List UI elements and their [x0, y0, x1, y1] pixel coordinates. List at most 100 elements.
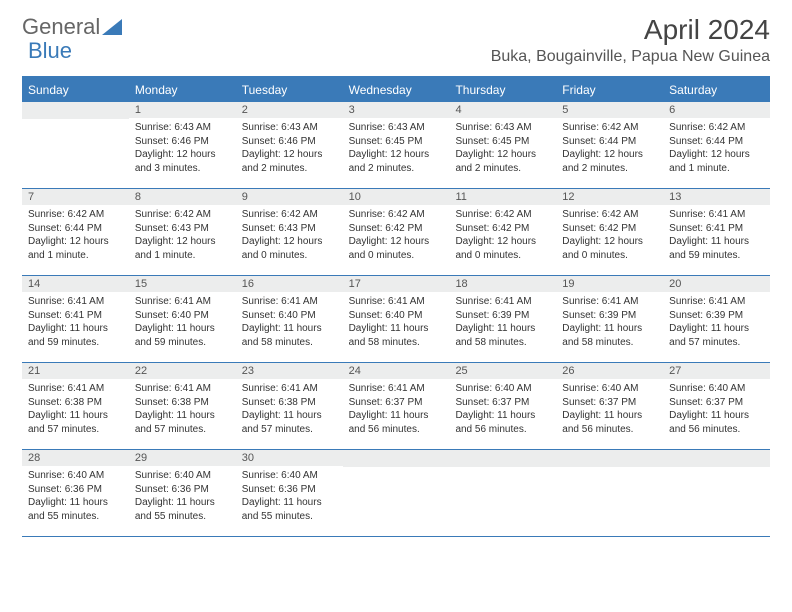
- daylight-text: Daylight: 11 hours and 57 minutes.: [669, 322, 764, 349]
- calendar-cell: 26Sunrise: 6:40 AMSunset: 6:37 PMDayligh…: [556, 363, 663, 449]
- cell-body: Sunrise: 6:41 AMSunset: 6:38 PMDaylight:…: [22, 379, 129, 440]
- sunset-text: Sunset: 6:38 PM: [135, 396, 230, 410]
- calendar-cell: 10Sunrise: 6:42 AMSunset: 6:42 PMDayligh…: [343, 189, 450, 275]
- sunrise-text: Sunrise: 6:41 AM: [242, 295, 337, 309]
- day-number: 1: [129, 102, 236, 118]
- daylight-text: Daylight: 12 hours and 2 minutes.: [349, 148, 444, 175]
- daylight-text: Daylight: 12 hours and 0 minutes.: [349, 235, 444, 262]
- calendar-cell: 25Sunrise: 6:40 AMSunset: 6:37 PMDayligh…: [449, 363, 556, 449]
- sunset-text: Sunset: 6:42 PM: [562, 222, 657, 236]
- sunset-text: Sunset: 6:46 PM: [242, 135, 337, 149]
- sunrise-text: Sunrise: 6:42 AM: [242, 208, 337, 222]
- daylight-text: Daylight: 12 hours and 2 minutes.: [562, 148, 657, 175]
- sunset-text: Sunset: 6:37 PM: [562, 396, 657, 410]
- day-number: 4: [449, 102, 556, 118]
- title-block: April 2024 Buka, Bougainville, Papua New…: [491, 14, 770, 66]
- calendar-cell-empty: [343, 450, 450, 536]
- calendar-cell: 12Sunrise: 6:42 AMSunset: 6:42 PMDayligh…: [556, 189, 663, 275]
- calendar-cell: 21Sunrise: 6:41 AMSunset: 6:38 PMDayligh…: [22, 363, 129, 449]
- cell-body: Sunrise: 6:40 AMSunset: 6:36 PMDaylight:…: [22, 466, 129, 527]
- sunrise-text: Sunrise: 6:43 AM: [349, 121, 444, 135]
- day-number: 8: [129, 189, 236, 205]
- sunrise-text: Sunrise: 6:41 AM: [135, 295, 230, 309]
- cell-body: Sunrise: 6:41 AMSunset: 6:40 PMDaylight:…: [129, 292, 236, 353]
- cell-body: Sunrise: 6:40 AMSunset: 6:37 PMDaylight:…: [556, 379, 663, 440]
- sunrise-text: Sunrise: 6:43 AM: [455, 121, 550, 135]
- daylight-text: Daylight: 11 hours and 59 minutes.: [669, 235, 764, 262]
- day-header-saturday: Saturday: [663, 78, 770, 102]
- sunrise-text: Sunrise: 6:42 AM: [562, 121, 657, 135]
- calendar-cell: 27Sunrise: 6:40 AMSunset: 6:37 PMDayligh…: [663, 363, 770, 449]
- day-header-thursday: Thursday: [449, 78, 556, 102]
- sunset-text: Sunset: 6:36 PM: [135, 483, 230, 497]
- sunset-text: Sunset: 6:39 PM: [455, 309, 550, 323]
- sunrise-text: Sunrise: 6:42 AM: [455, 208, 550, 222]
- day-number: 3: [343, 102, 450, 118]
- daylight-text: Daylight: 11 hours and 56 minutes.: [562, 409, 657, 436]
- logo: General: [22, 14, 122, 40]
- calendar-cell: 28Sunrise: 6:40 AMSunset: 6:36 PMDayligh…: [22, 450, 129, 536]
- sunrise-text: Sunrise: 6:41 AM: [242, 382, 337, 396]
- sunset-text: Sunset: 6:37 PM: [349, 396, 444, 410]
- day-header-wednesday: Wednesday: [343, 78, 450, 102]
- sunrise-text: Sunrise: 6:40 AM: [28, 469, 123, 483]
- daylight-text: Daylight: 11 hours and 59 minutes.: [135, 322, 230, 349]
- cell-body: Sunrise: 6:43 AMSunset: 6:46 PMDaylight:…: [236, 118, 343, 179]
- calendar-cell: 8Sunrise: 6:42 AMSunset: 6:43 PMDaylight…: [129, 189, 236, 275]
- sunrise-text: Sunrise: 6:42 AM: [135, 208, 230, 222]
- cell-body: Sunrise: 6:40 AMSunset: 6:37 PMDaylight:…: [449, 379, 556, 440]
- calendar-cell: 20Sunrise: 6:41 AMSunset: 6:39 PMDayligh…: [663, 276, 770, 362]
- day-number: [343, 450, 450, 467]
- weeks-container: 1Sunrise: 6:43 AMSunset: 6:46 PMDaylight…: [22, 102, 770, 537]
- daylight-text: Daylight: 11 hours and 56 minutes.: [669, 409, 764, 436]
- calendar-cell: 5Sunrise: 6:42 AMSunset: 6:44 PMDaylight…: [556, 102, 663, 188]
- calendar-cell: 17Sunrise: 6:41 AMSunset: 6:40 PMDayligh…: [343, 276, 450, 362]
- calendar-week: 28Sunrise: 6:40 AMSunset: 6:36 PMDayligh…: [22, 450, 770, 537]
- daylight-text: Daylight: 12 hours and 0 minutes.: [242, 235, 337, 262]
- daylight-text: Daylight: 11 hours and 55 minutes.: [135, 496, 230, 523]
- calendar-cell: 6Sunrise: 6:42 AMSunset: 6:44 PMDaylight…: [663, 102, 770, 188]
- cell-body: Sunrise: 6:42 AMSunset: 6:42 PMDaylight:…: [343, 205, 450, 266]
- calendar-cell: 4Sunrise: 6:43 AMSunset: 6:45 PMDaylight…: [449, 102, 556, 188]
- day-number: [663, 450, 770, 467]
- calendar-cell: 9Sunrise: 6:42 AMSunset: 6:43 PMDaylight…: [236, 189, 343, 275]
- cell-body: Sunrise: 6:40 AMSunset: 6:37 PMDaylight:…: [663, 379, 770, 440]
- calendar-week: 21Sunrise: 6:41 AMSunset: 6:38 PMDayligh…: [22, 363, 770, 450]
- calendar-cell: 29Sunrise: 6:40 AMSunset: 6:36 PMDayligh…: [129, 450, 236, 536]
- day-header-sunday: Sunday: [22, 78, 129, 102]
- cell-body: Sunrise: 6:42 AMSunset: 6:42 PMDaylight:…: [449, 205, 556, 266]
- cell-body: Sunrise: 6:41 AMSunset: 6:39 PMDaylight:…: [663, 292, 770, 353]
- cell-body: Sunrise: 6:42 AMSunset: 6:42 PMDaylight:…: [556, 205, 663, 266]
- cell-body: Sunrise: 6:42 AMSunset: 6:44 PMDaylight:…: [663, 118, 770, 179]
- daylight-text: Daylight: 11 hours and 57 minutes.: [28, 409, 123, 436]
- sunset-text: Sunset: 6:44 PM: [562, 135, 657, 149]
- day-number: 14: [22, 276, 129, 292]
- daylight-text: Daylight: 12 hours and 1 minute.: [28, 235, 123, 262]
- sunset-text: Sunset: 6:43 PM: [135, 222, 230, 236]
- sunset-text: Sunset: 6:41 PM: [28, 309, 123, 323]
- sunset-text: Sunset: 6:45 PM: [455, 135, 550, 149]
- day-number: 11: [449, 189, 556, 205]
- day-number: 9: [236, 189, 343, 205]
- logo-text-blue: Blue: [28, 38, 72, 64]
- sunset-text: Sunset: 6:38 PM: [28, 396, 123, 410]
- calendar-cell: 15Sunrise: 6:41 AMSunset: 6:40 PMDayligh…: [129, 276, 236, 362]
- cell-body: Sunrise: 6:41 AMSunset: 6:39 PMDaylight:…: [449, 292, 556, 353]
- calendar-week: 7Sunrise: 6:42 AMSunset: 6:44 PMDaylight…: [22, 189, 770, 276]
- month-title: April 2024: [491, 14, 770, 46]
- sunrise-text: Sunrise: 6:40 AM: [669, 382, 764, 396]
- sunset-text: Sunset: 6:41 PM: [669, 222, 764, 236]
- calendar-cell: 13Sunrise: 6:41 AMSunset: 6:41 PMDayligh…: [663, 189, 770, 275]
- daylight-text: Daylight: 12 hours and 0 minutes.: [562, 235, 657, 262]
- daylight-text: Daylight: 11 hours and 56 minutes.: [349, 409, 444, 436]
- sunset-text: Sunset: 6:37 PM: [455, 396, 550, 410]
- day-header-tuesday: Tuesday: [236, 78, 343, 102]
- sunrise-text: Sunrise: 6:40 AM: [135, 469, 230, 483]
- day-number: 27: [663, 363, 770, 379]
- sunset-text: Sunset: 6:36 PM: [242, 483, 337, 497]
- cell-body: Sunrise: 6:43 AMSunset: 6:45 PMDaylight:…: [449, 118, 556, 179]
- day-number: 23: [236, 363, 343, 379]
- sunset-text: Sunset: 6:37 PM: [669, 396, 764, 410]
- calendar-cell-empty: [556, 450, 663, 536]
- sunset-text: Sunset: 6:45 PM: [349, 135, 444, 149]
